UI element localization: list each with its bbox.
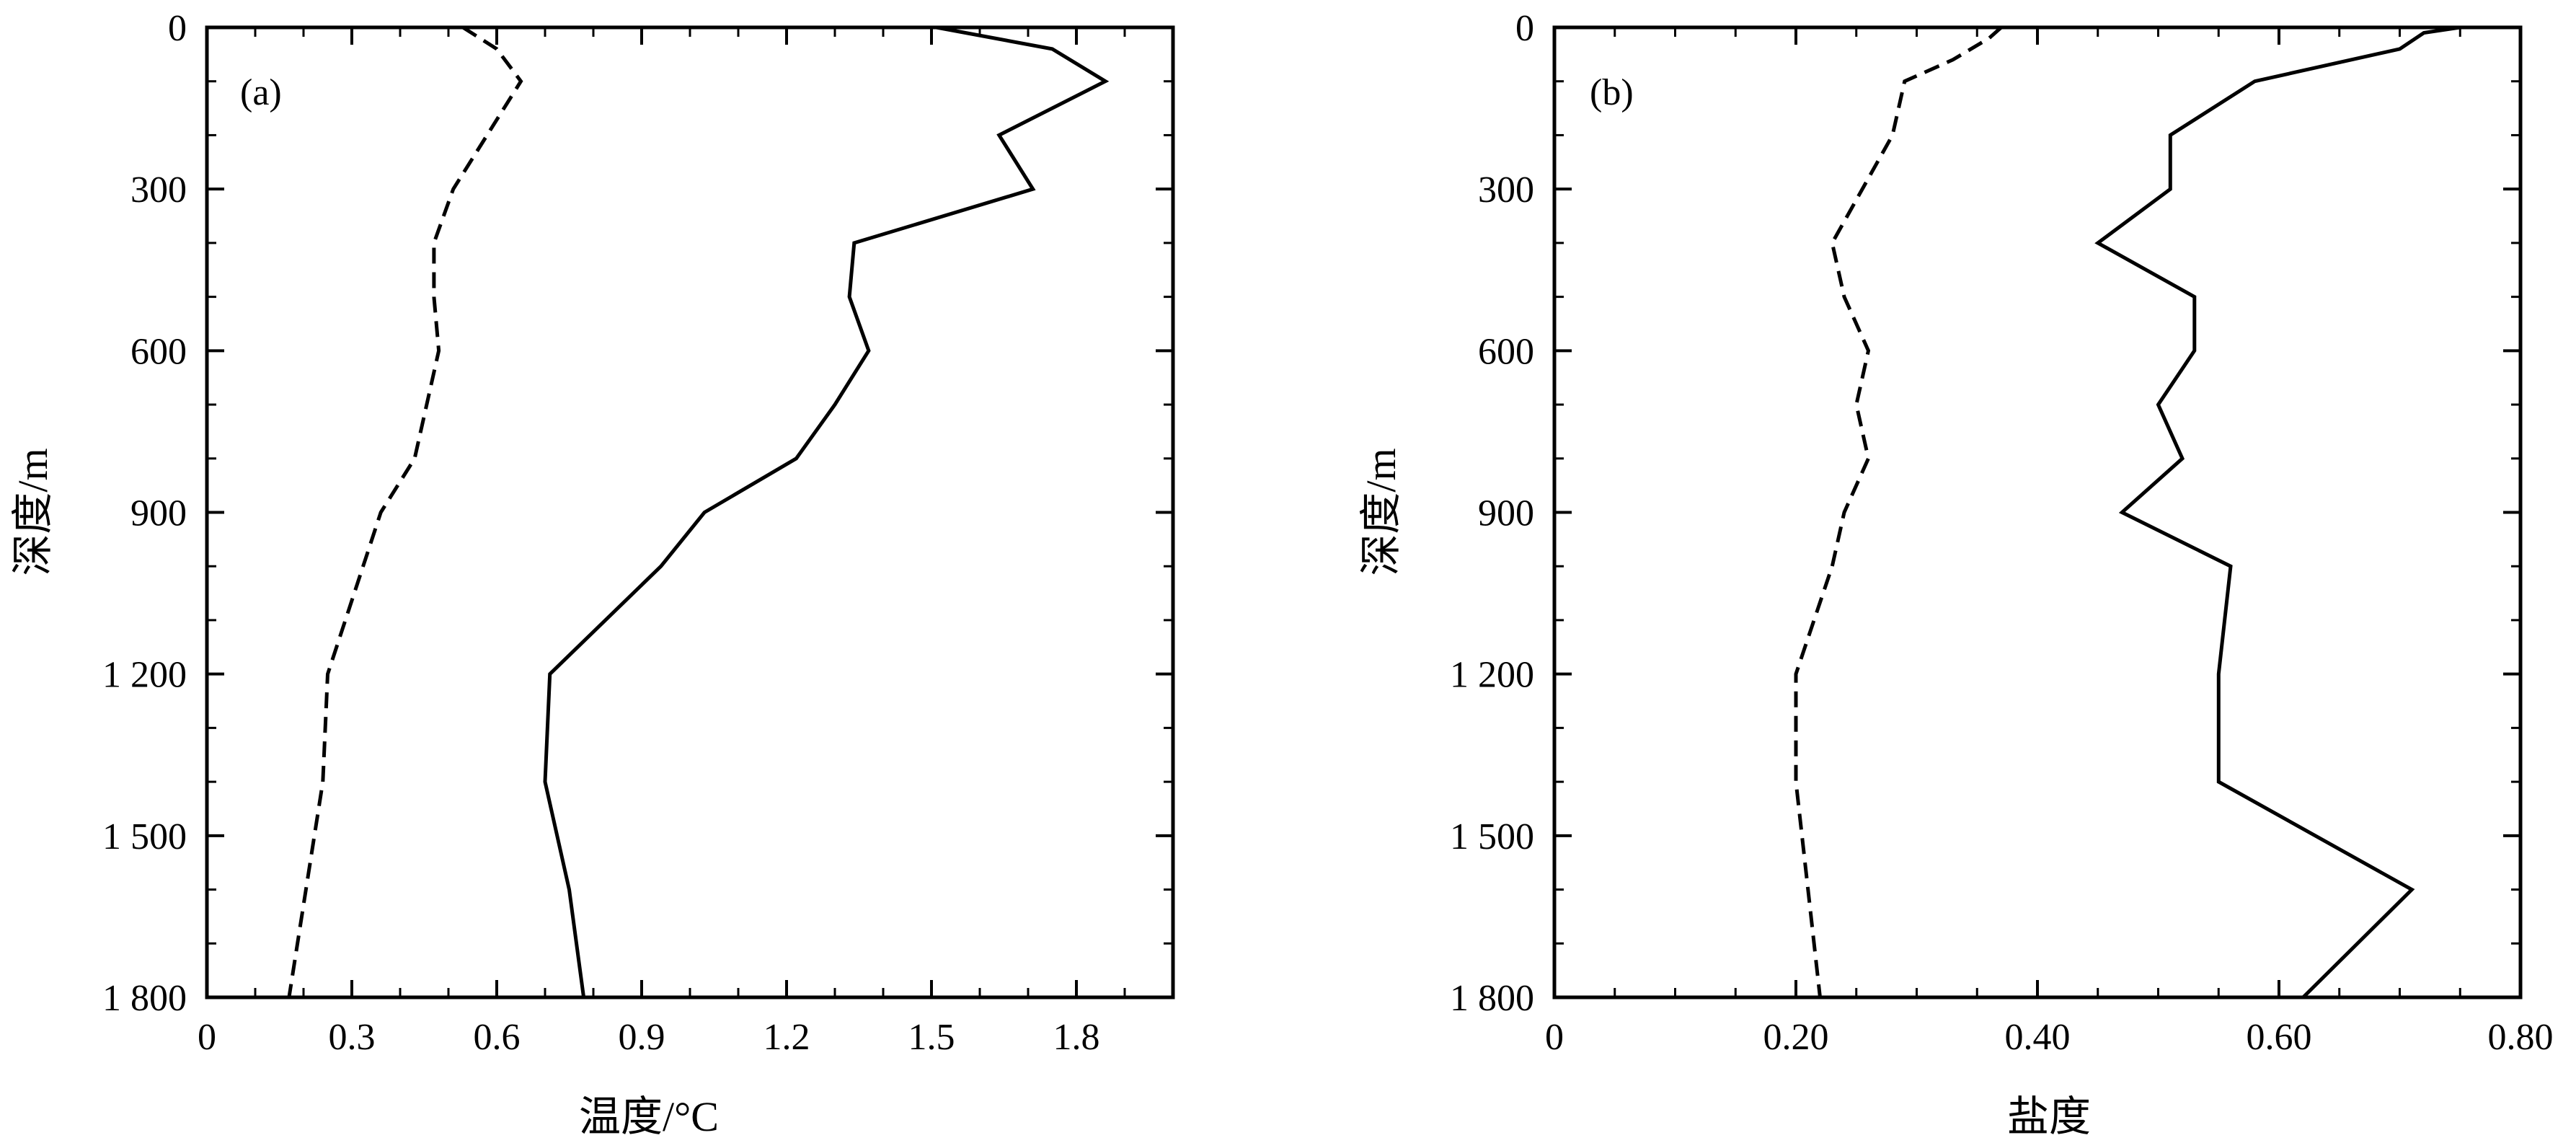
y-axis-label: 深度/m: [1358, 448, 1404, 575]
x-tick-label: 0.3: [329, 1017, 376, 1058]
y-tick-label: 300: [1478, 169, 1534, 211]
series-line-dashed: [287, 25, 523, 998]
x-tick-label: 0.6: [474, 1017, 521, 1058]
y-tick-label: 1 800: [102, 978, 187, 1019]
y-tick-label: 0: [168, 8, 187, 49]
panel-b-salinity: 0 0.20 0.40 0.60 0.80 0 300 600 900 1 200 1 500 1 8…: [1358, 8, 2554, 1140]
y-axis-label: 深度/m: [9, 448, 56, 575]
y-tick-label: 1 500: [1450, 816, 1534, 857]
y-tick-label: 0: [1515, 8, 1534, 49]
x-tick-label: 0: [1545, 1017, 1564, 1058]
y-tick-label: 900: [130, 493, 187, 534]
y-tick-label: 900: [1478, 493, 1534, 534]
x-tick-label: 1.8: [1053, 1017, 1100, 1058]
x-tick-label: 1.2: [763, 1017, 810, 1058]
x-tick-label: 1.5: [908, 1017, 955, 1058]
plot-frame: [1552, 25, 2523, 999]
y-tick-label: 300: [130, 169, 187, 211]
y-tick-label: 600: [130, 331, 187, 372]
series-line-solid: [543, 25, 1110, 998]
x-tick-label: 0.40: [2005, 1017, 2071, 1058]
plot-frame: [205, 25, 1175, 999]
panel-label: (a): [240, 72, 282, 113]
y-tick-label: 1 200: [102, 655, 187, 696]
series-line-solid: [2094, 25, 2461, 999]
x-tick-label: 0.60: [2247, 1017, 2312, 1058]
x-tick-label: 0.80: [2488, 1017, 2554, 1058]
series-line-dashed: [1794, 26, 2003, 998]
x-tick-label: 0: [198, 1017, 216, 1058]
panel-label: (b): [1590, 72, 1634, 113]
y-tick-label: 1 200: [1450, 655, 1534, 696]
y-tick-label: 1 500: [102, 816, 187, 857]
y-tick-label: 600: [1478, 331, 1534, 372]
x-tick-label: 0.9: [619, 1017, 665, 1058]
x-axis-label: 盐度: [2007, 1093, 2091, 1140]
x-axis-label: 温度/°C: [579, 1093, 719, 1140]
x-tick-label: 0.20: [1763, 1017, 1829, 1058]
panel-a-temperature: 0 0.3 0.6 0.9 1.2 1.5 1.8 0 300 600 900 1 200 1 500 1…: [9, 8, 1175, 1140]
y-tick-label: 1 800: [1450, 978, 1534, 1019]
